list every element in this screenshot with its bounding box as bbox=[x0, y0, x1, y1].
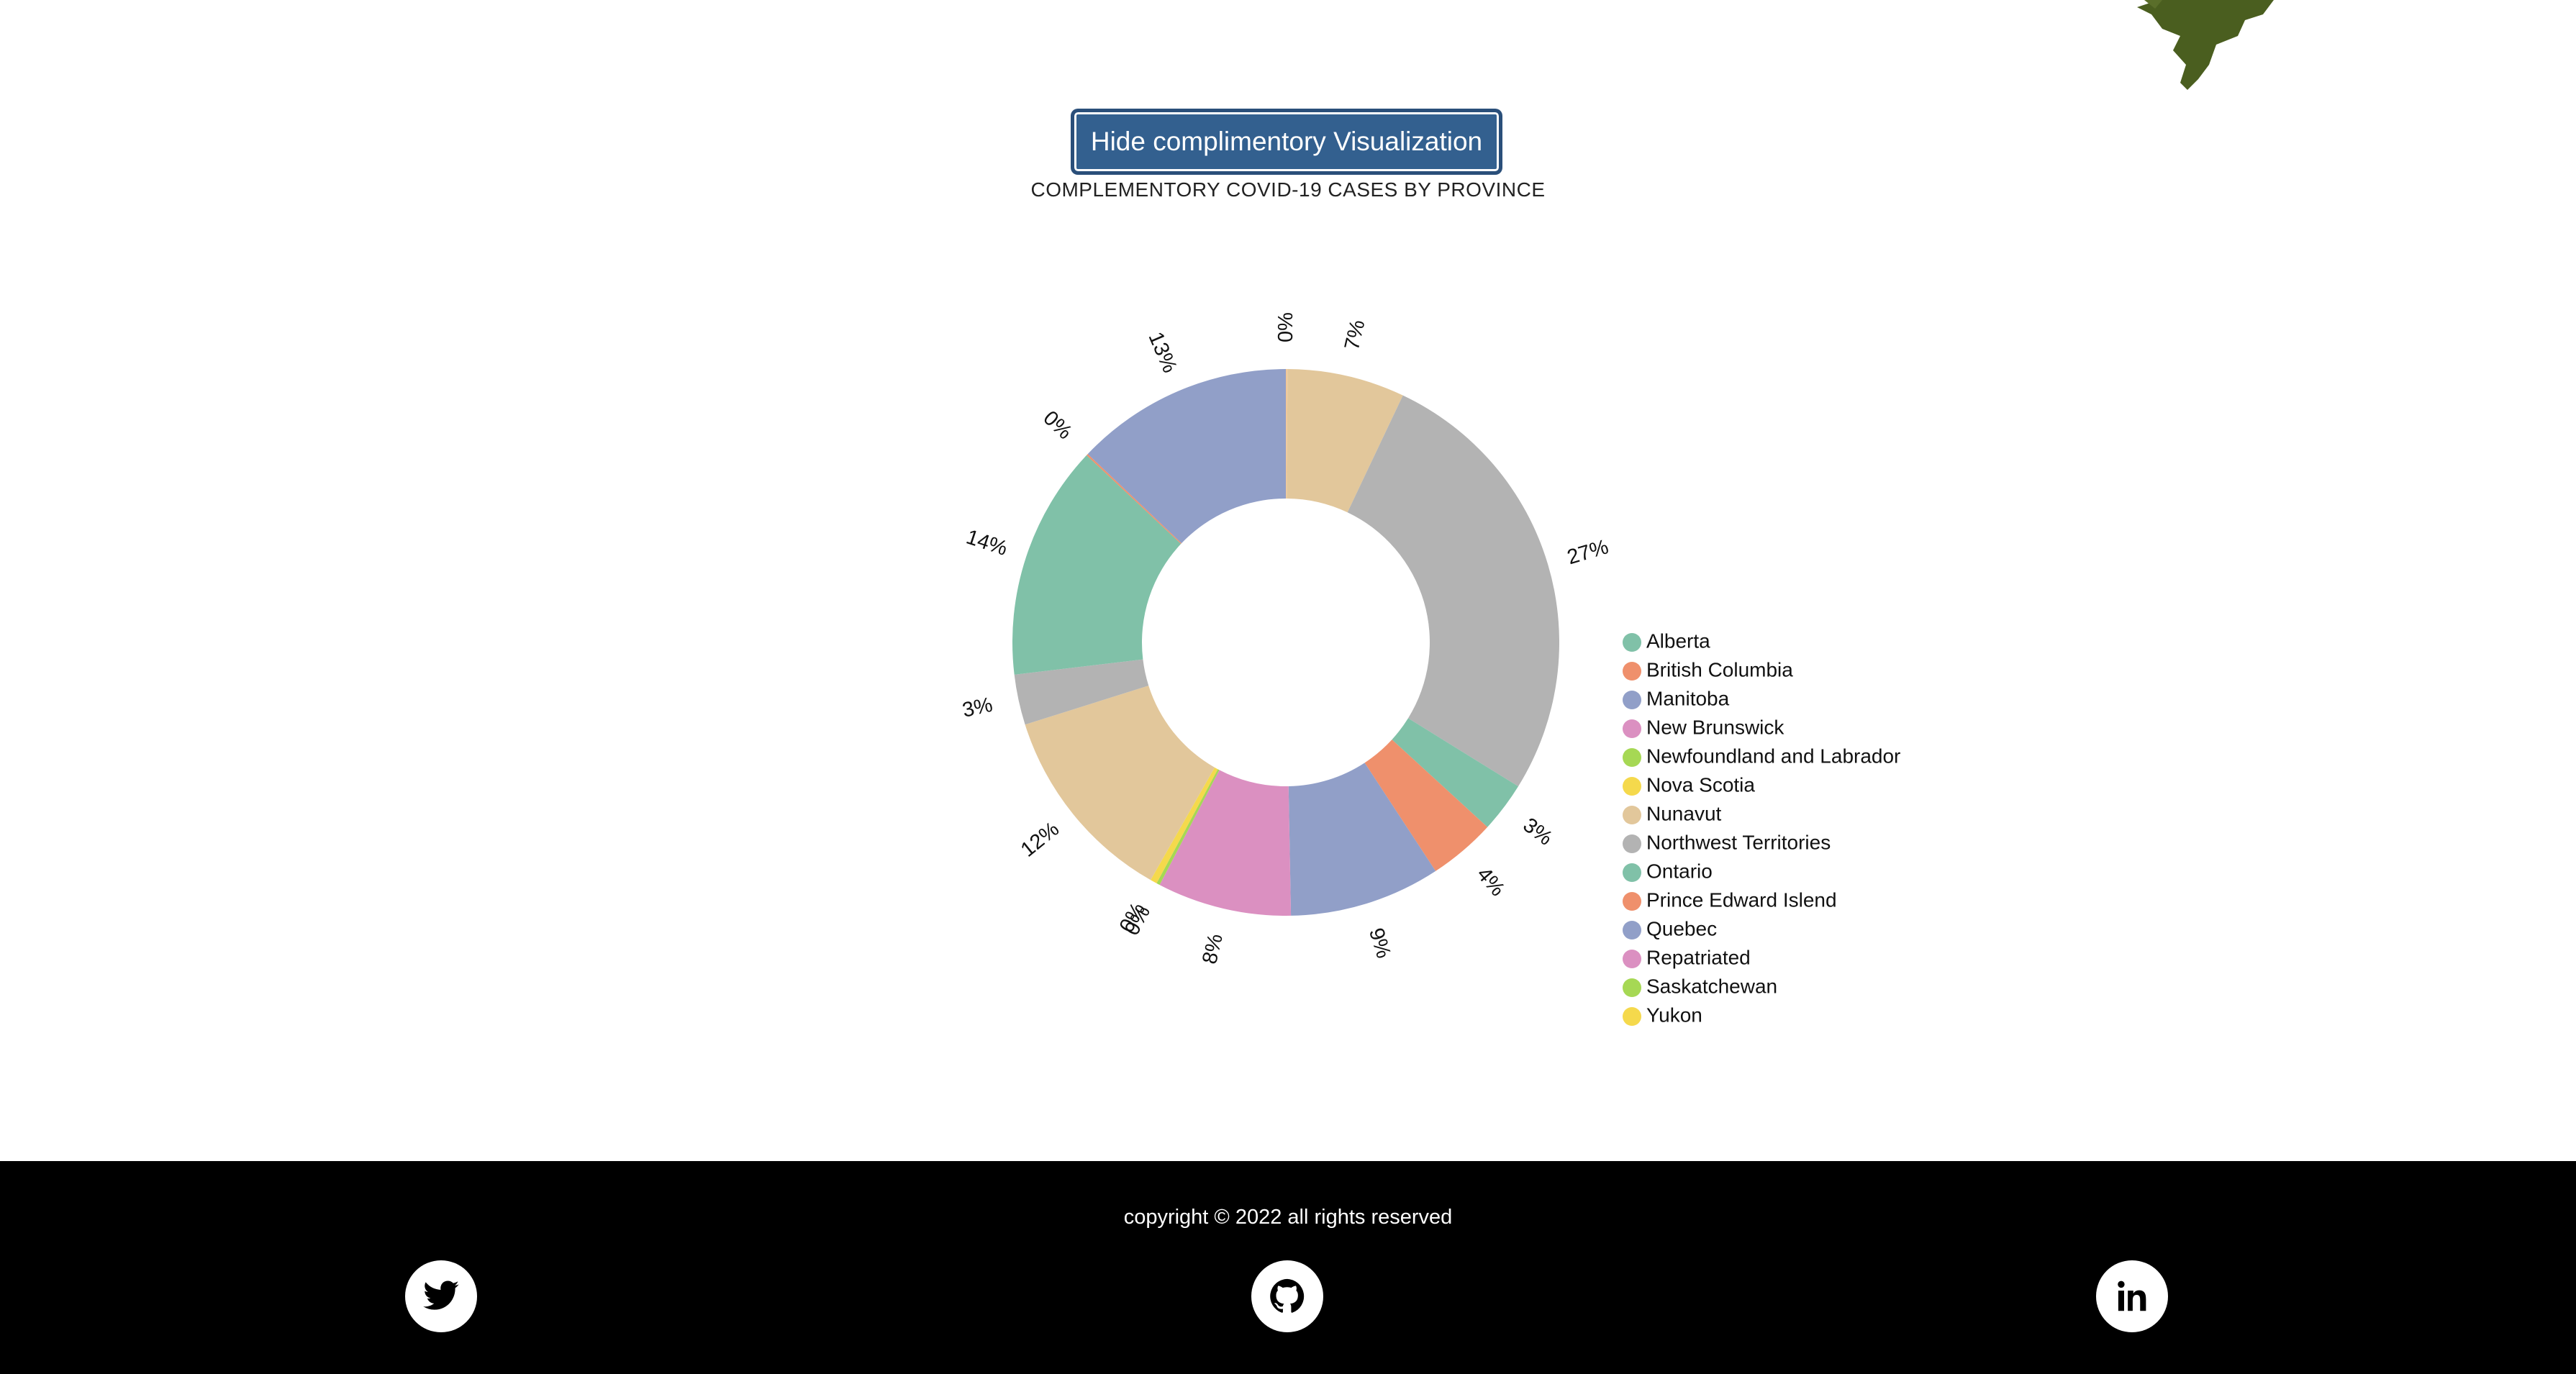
donut-slice bbox=[1151, 767, 1218, 883]
slice-label: 3% bbox=[961, 693, 995, 722]
legend-label: Manitoba bbox=[1646, 687, 1730, 709]
donut-slice bbox=[1347, 395, 1559, 787]
legend-swatch bbox=[1623, 863, 1641, 882]
donut-chart: 0% 7%27%3%4%9%8%0%0%12%3%14%0%13%AlbertaB… bbox=[961, 312, 1901, 1026]
legend-swatch bbox=[1623, 748, 1641, 767]
slice-label: 9% bbox=[1364, 925, 1395, 960]
legend-swatch bbox=[1623, 633, 1641, 652]
donut-slice bbox=[1087, 369, 1286, 544]
legend-swatch bbox=[1623, 950, 1641, 968]
donut-slice bbox=[1014, 659, 1149, 725]
twitter-icon bbox=[423, 1280, 459, 1310]
legend-swatch bbox=[1623, 921, 1641, 939]
slice-label: 3% bbox=[1519, 814, 1557, 850]
github-link[interactable] bbox=[1251, 1260, 1323, 1332]
donut-slice bbox=[1287, 369, 1403, 513]
copyright-text: copyright © 2022 all rights reserved bbox=[1123, 1206, 1453, 1229]
legend-label: Quebec bbox=[1646, 917, 1717, 939]
donut-slice bbox=[1364, 740, 1488, 871]
legend-swatch bbox=[1623, 777, 1641, 796]
donut-slice bbox=[1392, 718, 1519, 827]
donut-slice bbox=[1159, 770, 1292, 916]
legend-label: Nova Scotia bbox=[1646, 773, 1755, 796]
legend-label: Alberta bbox=[1646, 629, 1710, 652]
visualization-title: COMPLEMENTORY COVID-19 CASES BY PROVINCE bbox=[1030, 178, 1546, 201]
legend-swatch bbox=[1623, 978, 1641, 997]
slice-label: 12% bbox=[1017, 817, 1063, 861]
slice-label: 14% bbox=[963, 526, 1010, 561]
github-icon bbox=[1270, 1278, 1305, 1313]
slice-label: 0% bbox=[1274, 312, 1297, 342]
legend-swatch bbox=[1623, 1007, 1641, 1026]
legend-swatch bbox=[1623, 806, 1641, 824]
slice-label: 27% bbox=[1564, 535, 1611, 569]
linkedin-link[interactable] bbox=[2096, 1260, 2168, 1332]
legend-label: Prince Edward Islend bbox=[1646, 888, 1837, 911]
slice-label: 0% bbox=[1038, 406, 1076, 444]
slice-label: 8% bbox=[1198, 932, 1228, 966]
legend-swatch bbox=[1623, 892, 1641, 911]
slice-label: 4% bbox=[1472, 863, 1510, 901]
donut-slice bbox=[1025, 686, 1215, 881]
donut-slice bbox=[1087, 454, 1182, 545]
donut-slice bbox=[1286, 369, 1288, 499]
legend-swatch bbox=[1623, 719, 1641, 738]
legend-label: Yukon bbox=[1646, 1004, 1702, 1026]
legend-label: Nunavut bbox=[1646, 802, 1722, 824]
toggle-visualization-button[interactable]: Hide complimentory Visualization bbox=[1072, 110, 1501, 173]
footer: copyright © 2022 all rights reserved bbox=[0, 1161, 2576, 1374]
legend-label: New Brunswick bbox=[1646, 716, 1784, 738]
legend-swatch bbox=[1623, 834, 1641, 853]
donut-slice bbox=[1012, 455, 1182, 675]
donut-slice bbox=[1288, 763, 1436, 916]
legend-label: Newfoundland and Labrador bbox=[1646, 745, 1900, 767]
legend-swatch bbox=[1623, 691, 1641, 709]
slice-label: 13% bbox=[1143, 329, 1181, 376]
slice-label: 7% bbox=[1341, 318, 1370, 352]
legend-label: British Columbia bbox=[1646, 658, 1793, 681]
donut-slice bbox=[1156, 769, 1220, 886]
legend-label: Repatriated bbox=[1646, 946, 1751, 968]
legend-label: Saskatchewan bbox=[1646, 975, 1777, 997]
legend-label: Northwest Territories bbox=[1646, 831, 1831, 853]
twitter-link[interactable] bbox=[405, 1260, 477, 1332]
map-fragment bbox=[2137, 0, 2274, 90]
legend-swatch bbox=[1623, 662, 1641, 681]
legend-label: Ontario bbox=[1646, 860, 1713, 882]
linkedin-icon bbox=[2118, 1280, 2146, 1311]
